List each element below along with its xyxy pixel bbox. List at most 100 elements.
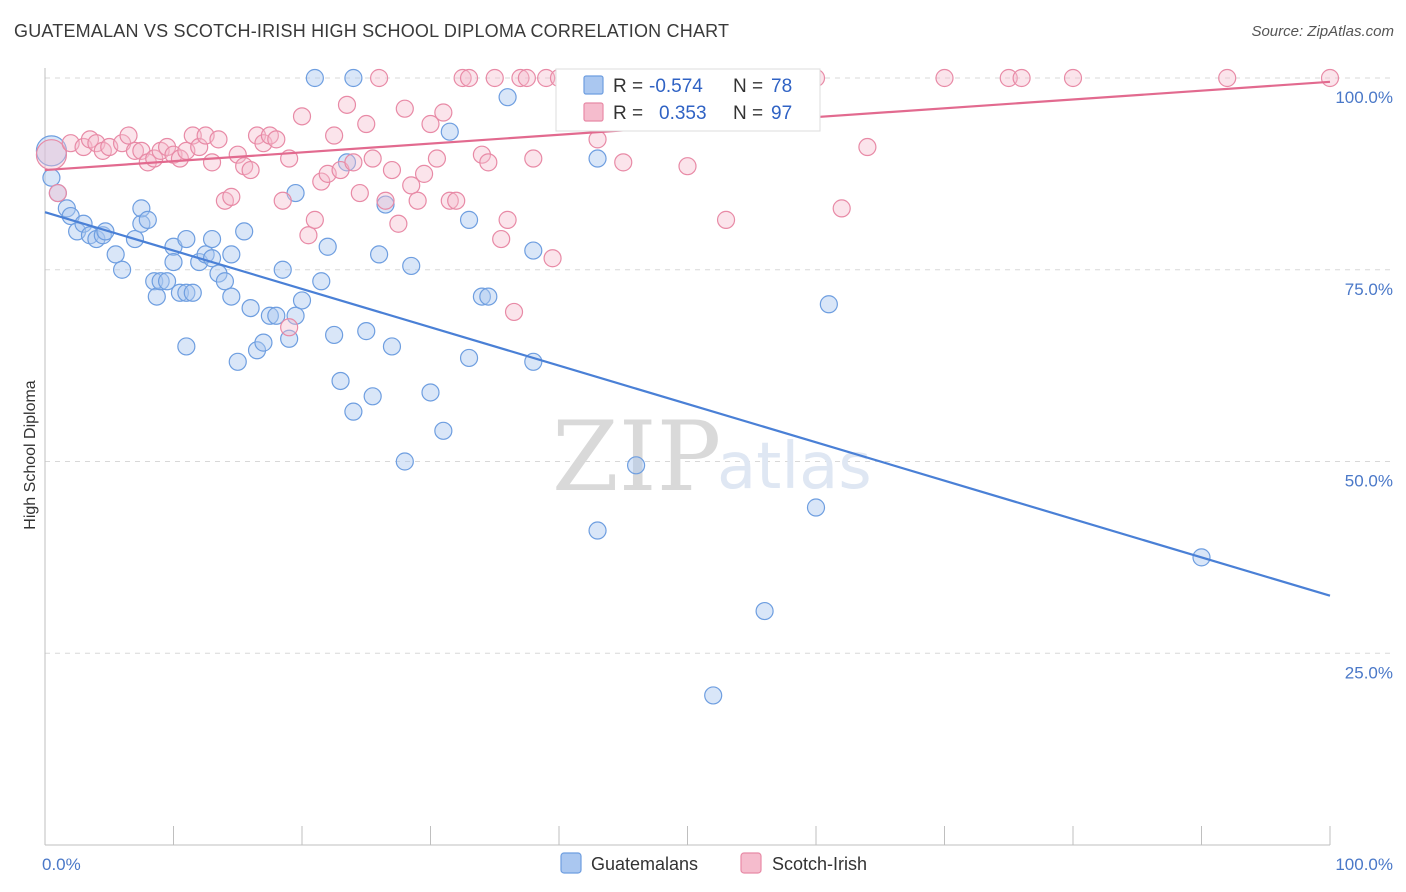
trendline-guatemalans [44, 211, 1331, 597]
stats-swatch-scotch-irish [583, 102, 604, 122]
point-scotch-irish-94 [1320, 68, 1340, 88]
point-scotch-irish-68 [504, 302, 524, 322]
point-guatemalans-74 [588, 521, 607, 540]
point-scotch-irish-81 [678, 157, 697, 176]
point-guatemalans-19 [151, 272, 170, 291]
point-guatemalans-47 [292, 291, 312, 310]
x-tick-label-0: 0.0% [42, 855, 81, 874]
point-scotch-irish-50 [382, 160, 402, 180]
point-guatemalans-76 [704, 686, 723, 705]
point-guatemalans-65 [440, 122, 459, 141]
point-guatemalans-35 [222, 245, 241, 264]
stats-r-value-guatemalans: -0.574 [649, 76, 703, 97]
point-guatemalans-54 [344, 402, 363, 421]
point-scotch-irish-45 [350, 183, 369, 203]
stats-box: R = -0.574 N = 78 R = 0.353 N = 97 [555, 68, 821, 132]
point-scotch-irish-25 [222, 187, 241, 206]
stats-r-label-scotch-irish: R = [613, 103, 643, 124]
x-tick-label-1: 100.0% [1335, 855, 1393, 874]
point-scotch-irish-72 [537, 68, 556, 88]
point-guatemalans-12 [112, 260, 132, 279]
stats-swatch-guatemalans [583, 75, 604, 95]
point-guatemalans-33 [215, 272, 234, 291]
series-scotch-irish [35, 68, 1340, 337]
legend: Guatemalans Scotch-Irish [560, 852, 867, 874]
point-scotch-irish-61 [453, 68, 472, 88]
data-points [35, 68, 1340, 705]
point-scotch-irish-44 [344, 153, 363, 172]
point-guatemalans-1 [42, 168, 61, 187]
point-scotch-irish-78 [614, 153, 633, 172]
point-guatemalans-62 [402, 256, 421, 276]
legend-label-guatemalans: Guatemalans [591, 854, 698, 874]
point-scotch-irish-83 [716, 210, 736, 229]
point-guatemalans-57 [363, 387, 382, 406]
watermark-atlas: atlas [717, 430, 872, 504]
point-scotch-irish-62 [459, 68, 479, 88]
stats-n-value-guatemalans: 78 [771, 76, 792, 97]
point-guatemalans-43 [273, 260, 292, 279]
point-scotch-irish-89 [935, 68, 954, 88]
axes [44, 68, 1331, 846]
legend-label-scotch-irish: Scotch-Irish [772, 854, 867, 874]
legend-swatch-guatemalans [560, 852, 582, 874]
point-guatemalans-11 [106, 245, 125, 264]
point-scotch-irish-69 [511, 68, 530, 88]
point-guatemalans-24 [177, 283, 196, 302]
legend-swatch-scotch-irish [740, 852, 762, 874]
point-guatemalans-73 [588, 149, 607, 168]
point-scotch-irish-10 [125, 141, 145, 160]
stats-n-label-scotch-irish: N = [733, 103, 763, 124]
point-guatemalans-27 [183, 283, 202, 302]
point-scotch-irish-48 [370, 68, 389, 88]
point-guatemalans-78 [806, 498, 826, 517]
point-scotch-irish-54 [408, 191, 427, 210]
source-label: Source: ZipAtlas.com [1251, 23, 1394, 40]
point-scotch-irish-90 [999, 68, 1018, 88]
point-scotch-irish-9 [119, 126, 138, 145]
point-scotch-irish-92 [1063, 68, 1083, 88]
point-guatemalans-68 [472, 287, 491, 306]
stats-n-value-scotch-irish: 97 [771, 103, 792, 124]
point-guatemalans-37 [235, 222, 254, 241]
point-scotch-irish-28 [241, 160, 260, 180]
point-guatemalans-49 [312, 272, 331, 291]
point-guatemalans-50 [318, 237, 337, 256]
point-guatemalans-20 [157, 272, 177, 291]
point-guatemalans-34 [222, 287, 241, 306]
point-scotch-irish-65 [485, 68, 504, 88]
point-scotch-irish-58 [434, 103, 453, 122]
point-scotch-irish-88 [858, 137, 877, 157]
point-scotch-irish-60 [447, 191, 466, 210]
point-guatemalans-16 [138, 210, 157, 229]
point-scotch-irish-73 [543, 249, 562, 268]
y-axis-title: High School Diploma [22, 380, 39, 530]
point-guatemalans-42 [267, 306, 286, 325]
point-scotch-irish-57 [427, 149, 447, 168]
point-guatemalans-55 [344, 68, 363, 88]
point-scotch-irish-36 [292, 107, 312, 126]
y-tick-label-2: 75.0% [1345, 280, 1393, 299]
point-guatemalans-10 [96, 222, 115, 241]
stats-n-label-guatemalans: N = [733, 76, 763, 97]
point-scotch-irish-26 [228, 145, 247, 164]
point-scotch-irish-32 [267, 130, 286, 149]
point-guatemalans-59 [376, 195, 395, 214]
point-guatemalans-56 [357, 322, 376, 341]
point-scotch-irish-19 [183, 126, 202, 145]
point-scotch-irish-67 [498, 210, 517, 229]
point-scotch-irish-53 [402, 176, 421, 195]
point-scotch-irish-35 [280, 318, 299, 337]
series-guatemalans [35, 68, 1211, 705]
point-guatemalans-26 [177, 337, 196, 356]
point-guatemalans-38 [241, 299, 260, 318]
point-scotch-irish-71 [524, 149, 543, 168]
point-scotch-irish-93 [1218, 68, 1237, 88]
point-guatemalans-17 [145, 272, 164, 291]
stats-r-label-guatemalans: R = [613, 76, 643, 97]
chart-title: GUATEMALAN VS SCOTCH-IRISH HIGH SCHOOL D… [14, 21, 730, 41]
point-guatemalans-60 [382, 337, 402, 356]
point-guatemalans-46 [286, 306, 305, 325]
point-scotch-irish-33 [273, 191, 292, 210]
